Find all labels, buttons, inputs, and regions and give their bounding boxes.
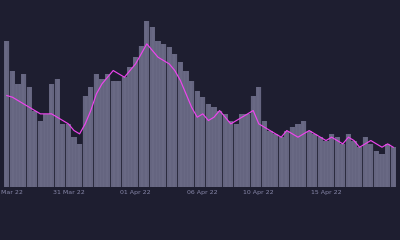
Bar	[262, 120, 267, 187]
Bar	[223, 114, 228, 187]
Bar	[122, 77, 127, 187]
Bar	[116, 81, 121, 187]
Bar	[178, 62, 183, 187]
Bar	[279, 137, 284, 187]
Bar	[251, 96, 256, 187]
Bar	[284, 131, 289, 187]
Bar	[32, 111, 37, 187]
Bar	[329, 134, 334, 187]
Bar	[200, 97, 205, 187]
Bar	[256, 87, 261, 187]
Bar	[212, 107, 216, 187]
Bar	[133, 57, 138, 187]
Bar	[156, 41, 160, 187]
Bar	[184, 71, 188, 187]
Bar	[72, 137, 76, 187]
Bar	[189, 81, 194, 187]
Bar	[346, 134, 351, 187]
Bar	[10, 71, 15, 187]
Bar	[172, 54, 177, 187]
Bar	[324, 141, 328, 187]
Bar	[4, 41, 9, 187]
Bar	[307, 131, 312, 187]
Bar	[391, 147, 396, 187]
Bar	[167, 47, 172, 187]
Bar	[340, 144, 345, 187]
Bar	[150, 27, 155, 187]
Bar	[206, 104, 211, 187]
Bar	[273, 134, 278, 187]
Bar	[268, 131, 272, 187]
Bar	[357, 147, 362, 187]
Bar	[27, 87, 32, 187]
Bar	[318, 137, 323, 187]
Bar	[44, 114, 48, 187]
Bar	[16, 84, 20, 187]
Bar	[296, 124, 300, 187]
Bar	[21, 74, 26, 187]
Bar	[245, 114, 250, 187]
Bar	[335, 137, 340, 187]
Bar	[161, 44, 166, 187]
Bar	[83, 96, 88, 187]
Bar	[49, 84, 54, 187]
Bar	[88, 87, 93, 187]
Bar	[111, 81, 116, 187]
Bar	[380, 154, 384, 187]
Bar	[128, 67, 132, 187]
Bar	[195, 90, 200, 187]
Bar	[77, 144, 82, 187]
Bar	[66, 124, 71, 187]
Bar	[363, 137, 368, 187]
Bar	[100, 79, 104, 187]
Bar	[312, 134, 317, 187]
Bar	[301, 120, 306, 187]
Bar	[139, 46, 144, 187]
Bar	[105, 74, 110, 187]
Bar	[234, 124, 239, 187]
Bar	[94, 74, 99, 187]
Bar	[38, 120, 43, 187]
Bar	[368, 144, 373, 187]
Bar	[217, 111, 222, 187]
Bar	[385, 144, 390, 187]
Bar	[374, 150, 379, 187]
Bar	[60, 124, 65, 187]
Bar	[352, 141, 356, 187]
Bar	[290, 127, 295, 187]
Bar	[240, 114, 244, 187]
Bar	[228, 120, 233, 187]
Bar	[144, 21, 149, 187]
Bar	[55, 79, 60, 187]
